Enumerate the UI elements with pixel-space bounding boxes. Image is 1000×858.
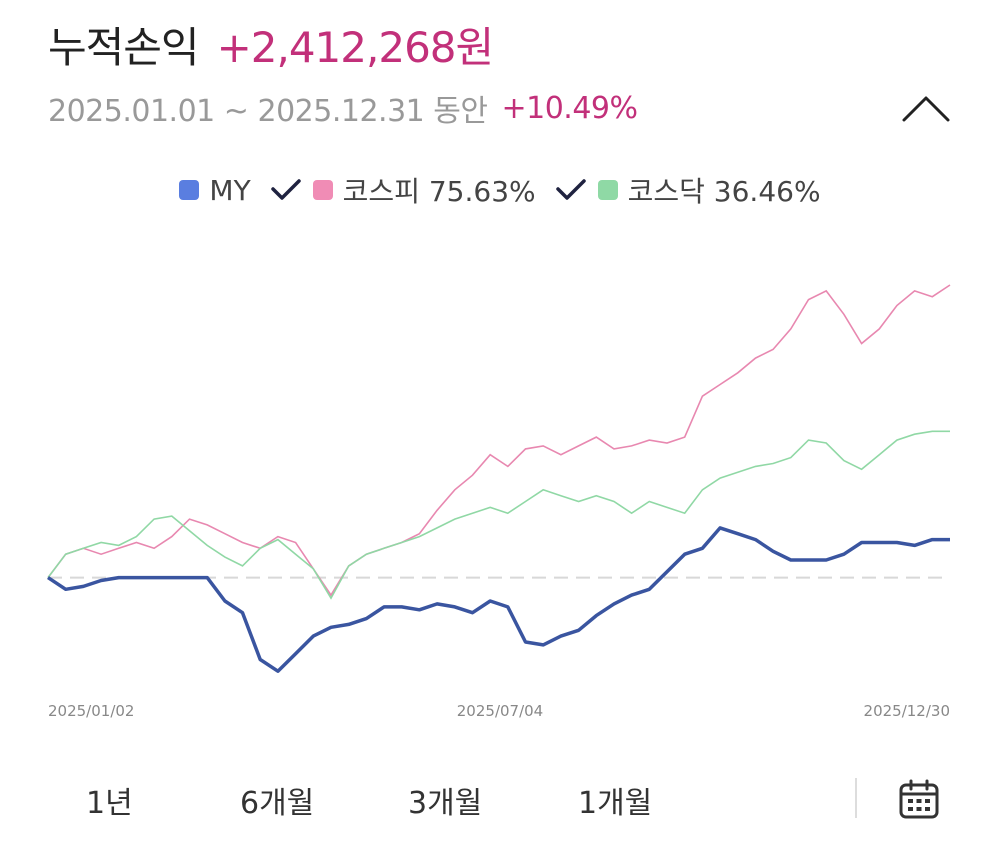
- chart-legend: MY 코스피 75.63% 코스닥 36.46%: [0, 168, 1000, 212]
- range-button-6m[interactable]: 6개월: [240, 786, 315, 821]
- range-button-3m[interactable]: 3개월: [408, 786, 483, 821]
- legend-label: 코스피 75.63%: [342, 175, 536, 208]
- legend-label: MY: [209, 173, 251, 207]
- return-rate: +10.49%: [501, 90, 638, 126]
- legend-item-kospi[interactable]: 코스피 75.63%: [269, 170, 536, 210]
- x-tick-label: 2025/01/02: [48, 702, 134, 720]
- legend-label: 코스닥 36.46%: [627, 175, 821, 208]
- legend-color-swatch: [312, 180, 333, 200]
- collapse-button[interactable]: [896, 88, 956, 132]
- legend-color-swatch: [179, 180, 200, 200]
- series-line-kosdaq: [47, 430, 950, 600]
- check-icon[interactable]: [554, 178, 588, 202]
- profit-amount: +2,412,268원: [216, 23, 495, 72]
- legend-item-kosdaq[interactable]: 코스닥 36.46%: [554, 170, 821, 210]
- range-button-1m[interactable]: 1개월: [578, 786, 653, 821]
- period-selector: 1년 6개월 3개월 1개월: [0, 768, 1000, 832]
- cumulative-return-chart[interactable]: 2025/01/02 2025/07/04 2025/12/30: [0, 230, 1000, 730]
- series-line-my: [47, 526, 950, 673]
- legend-color-swatch: [597, 180, 618, 200]
- calendar-icon: [899, 779, 939, 819]
- divider: [855, 778, 857, 818]
- range-button-1y[interactable]: 1년: [86, 786, 133, 821]
- legend-item-my: MY: [179, 173, 251, 207]
- chevron-up-icon: [902, 96, 950, 122]
- period-summary: 2025.01.01 ~ 2025.12.31 동안 +10.49%: [48, 86, 638, 130]
- series-line-kospi: [47, 284, 951, 597]
- x-tick-label: 2025/12/30: [864, 702, 950, 720]
- calendar-button[interactable]: [898, 778, 940, 820]
- header: 누적손익 +2,412,268원: [48, 14, 495, 74]
- x-tick-label: 2025/07/04: [457, 702, 543, 720]
- page-title: 누적손익: [48, 23, 200, 72]
- period-text: 2025.01.01 ~ 2025.12.31 동안: [48, 94, 488, 129]
- check-icon[interactable]: [269, 178, 303, 202]
